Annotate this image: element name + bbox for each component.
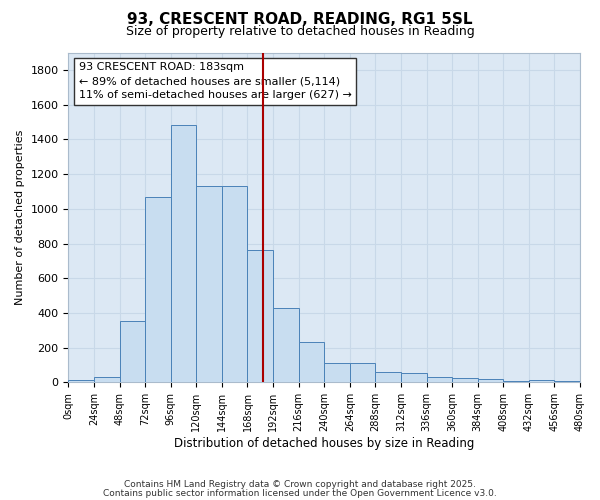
Bar [452, 378, 478, 382]
Text: Contains HM Land Registry data © Crown copyright and database right 2025.: Contains HM Land Registry data © Crown c… [124, 480, 476, 489]
Bar [324, 362, 350, 382]
Bar [376, 372, 401, 382]
Bar [196, 186, 222, 382]
Bar [554, 381, 580, 382]
Bar [350, 362, 376, 382]
Bar [222, 186, 247, 382]
Bar [119, 321, 145, 382]
Bar [171, 126, 196, 382]
Bar [503, 380, 529, 382]
Bar [478, 379, 503, 382]
Bar [145, 196, 171, 382]
Text: Size of property relative to detached houses in Reading: Size of property relative to detached ho… [125, 25, 475, 38]
Bar [401, 373, 427, 382]
Bar [529, 380, 554, 382]
Bar [247, 250, 273, 382]
Bar [273, 308, 299, 382]
Text: 93, CRESCENT ROAD, READING, RG1 5SL: 93, CRESCENT ROAD, READING, RG1 5SL [127, 12, 473, 28]
X-axis label: Distribution of detached houses by size in Reading: Distribution of detached houses by size … [174, 437, 475, 450]
Bar [68, 380, 94, 382]
Bar [94, 378, 119, 382]
Text: 93 CRESCENT ROAD: 183sqm
← 89% of detached houses are smaller (5,114)
11% of sem: 93 CRESCENT ROAD: 183sqm ← 89% of detach… [79, 62, 352, 100]
Bar [299, 342, 324, 382]
Bar [427, 378, 452, 382]
Y-axis label: Number of detached properties: Number of detached properties [15, 130, 25, 305]
Text: Contains public sector information licensed under the Open Government Licence v3: Contains public sector information licen… [103, 489, 497, 498]
